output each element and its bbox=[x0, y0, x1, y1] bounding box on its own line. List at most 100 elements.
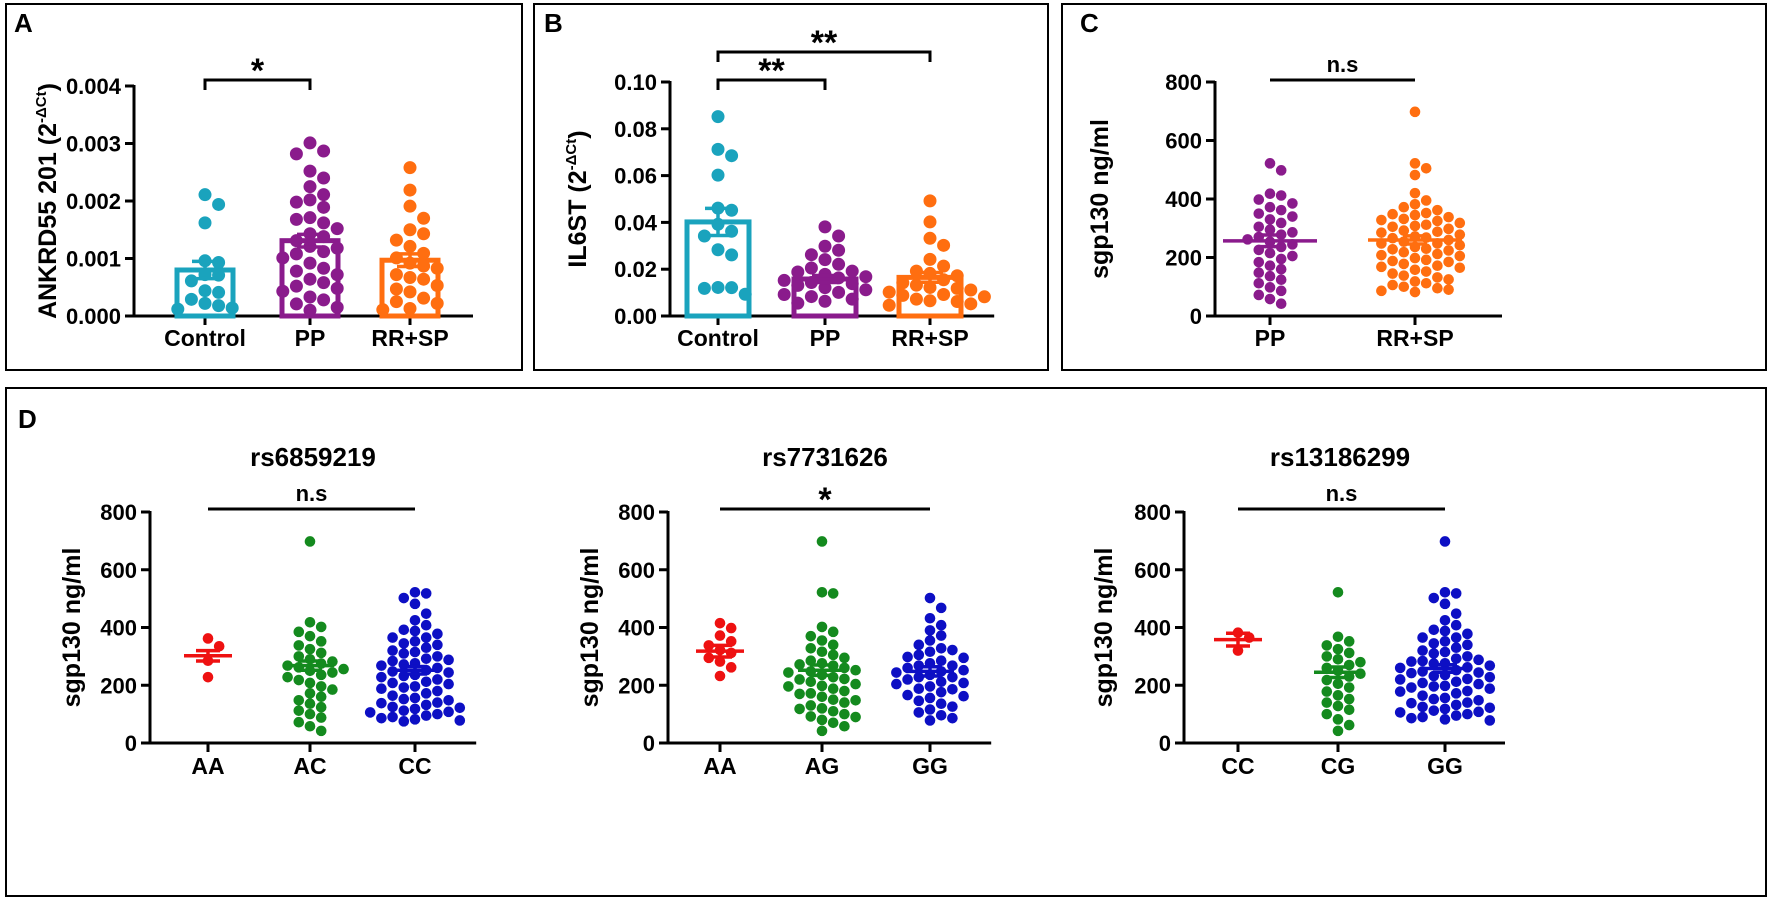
data-point bbox=[1420, 219, 1432, 231]
data-point bbox=[289, 247, 303, 261]
data-point bbox=[947, 644, 958, 656]
y-axis-label: sgp130 ng/ml bbox=[58, 548, 86, 708]
data-point bbox=[432, 697, 443, 708]
data-point bbox=[845, 264, 859, 278]
x-tick-label: CC bbox=[398, 753, 431, 779]
data-point bbox=[417, 211, 431, 225]
data-point bbox=[1332, 700, 1344, 712]
panel-d-frame bbox=[5, 387, 1767, 897]
data-point bbox=[417, 246, 431, 260]
data-point bbox=[1439, 598, 1451, 610]
x-tick-label: RR+SP bbox=[891, 325, 968, 351]
panel-label: B bbox=[544, 8, 563, 38]
data-point bbox=[816, 536, 828, 547]
data-point bbox=[947, 701, 958, 712]
y-tick-label: 0.10 bbox=[614, 70, 657, 95]
data-point bbox=[1387, 208, 1398, 220]
data-point bbox=[891, 678, 902, 690]
data-point bbox=[409, 681, 421, 692]
data-point bbox=[1406, 712, 1417, 724]
data-point bbox=[1409, 169, 1421, 181]
data-point bbox=[924, 612, 936, 624]
data-point bbox=[1484, 660, 1496, 671]
data-point bbox=[1253, 256, 1265, 268]
data-point bbox=[317, 293, 331, 307]
data-point bbox=[387, 690, 398, 701]
data-point bbox=[1264, 201, 1276, 213]
x-tick-label: PP bbox=[1255, 325, 1286, 351]
x-tick-label: AG bbox=[805, 753, 840, 779]
data-point bbox=[443, 706, 454, 718]
data-point bbox=[376, 303, 390, 317]
data-point bbox=[1343, 647, 1355, 659]
data-point bbox=[977, 290, 991, 304]
data-point bbox=[315, 621, 327, 633]
x-tick-label: RR+SP bbox=[1376, 325, 1453, 351]
data-point bbox=[1355, 656, 1366, 668]
data-point bbox=[1253, 208, 1265, 219]
data-point bbox=[947, 660, 958, 671]
data-point bbox=[816, 680, 828, 692]
data-point bbox=[1332, 678, 1344, 690]
data-point bbox=[711, 110, 725, 124]
data-point bbox=[827, 588, 839, 599]
data-point bbox=[289, 147, 303, 161]
y-tick-label: 0.001 bbox=[66, 247, 121, 272]
data-point bbox=[389, 233, 403, 247]
data-point bbox=[303, 193, 317, 207]
data-point bbox=[1417, 632, 1428, 643]
data-point bbox=[818, 294, 832, 308]
data-point bbox=[198, 296, 212, 310]
data-point bbox=[839, 720, 850, 732]
data-point bbox=[935, 698, 947, 710]
significance-label: n.s bbox=[1326, 481, 1358, 506]
data-point bbox=[832, 229, 846, 243]
data-point bbox=[1406, 682, 1417, 693]
data-point bbox=[794, 659, 805, 670]
data-point bbox=[816, 635, 828, 646]
data-point bbox=[935, 630, 947, 641]
y-tick-label: 800 bbox=[1165, 70, 1202, 95]
data-point bbox=[293, 626, 305, 638]
data-point bbox=[212, 299, 226, 313]
panel-label: C bbox=[1080, 8, 1099, 38]
y-tick-label: 0 bbox=[125, 731, 137, 756]
data-point bbox=[1439, 625, 1451, 637]
data-point bbox=[839, 652, 850, 664]
data-point bbox=[958, 690, 969, 702]
data-point bbox=[303, 272, 317, 286]
data-point bbox=[1264, 293, 1276, 305]
data-point bbox=[317, 188, 331, 202]
data-point bbox=[315, 681, 327, 692]
data-point bbox=[1275, 263, 1287, 275]
data-point bbox=[1462, 708, 1473, 720]
data-point bbox=[293, 716, 305, 728]
data-point bbox=[935, 619, 947, 631]
x-tick-label: PP bbox=[295, 325, 326, 351]
data-point bbox=[1428, 693, 1440, 705]
data-point bbox=[725, 149, 739, 163]
chart-d2: rs7731626 0 200 400 600 800 AA AG GG sgp130 ng/ml… bbox=[576, 442, 992, 779]
data-point bbox=[924, 681, 936, 692]
data-point bbox=[958, 652, 969, 664]
significance-label: n.s bbox=[1327, 52, 1359, 77]
data-point bbox=[1275, 165, 1287, 176]
data-point bbox=[958, 677, 969, 689]
data-point bbox=[1432, 272, 1443, 283]
x-tick-label: PP bbox=[810, 325, 841, 351]
data-point bbox=[212, 197, 226, 211]
data-point bbox=[317, 276, 331, 290]
data-point bbox=[376, 697, 387, 709]
data-point bbox=[1454, 262, 1466, 274]
data-point bbox=[315, 669, 327, 681]
data-point bbox=[1443, 256, 1454, 268]
data-point bbox=[1454, 229, 1466, 240]
data-point bbox=[330, 268, 344, 282]
data-point bbox=[303, 180, 317, 194]
data-point bbox=[432, 685, 443, 697]
y-axis-label: sgp130 ng/ml bbox=[1090, 548, 1118, 708]
chart-b: B 0.00 0.02 0.04 0.06 0.08 0.10 Control PP RR+SP I… bbox=[544, 8, 995, 351]
data-point bbox=[1398, 270, 1410, 281]
data-point bbox=[430, 279, 444, 293]
x-tick-label: Control bbox=[164, 325, 246, 351]
